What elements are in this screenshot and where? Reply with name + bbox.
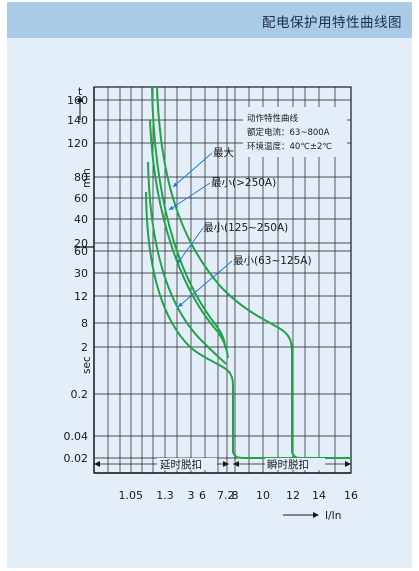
- y-unit-min: min: [81, 168, 93, 188]
- y-tick-label: 0.02: [64, 452, 89, 465]
- y-tick-label: 80: [74, 171, 88, 184]
- y-tick-label: 0.2: [71, 388, 89, 401]
- info-box: [243, 107, 347, 157]
- y-arrow-head: [77, 96, 83, 102]
- delay-label-bg: [157, 458, 217, 470]
- series-pointers: [168, 152, 233, 308]
- characteristic-curve: [156, 86, 351, 459]
- x-tick-labels: 1.05 1.3 3 6 7.28 10 12 14 16: [119, 489, 359, 502]
- delay-arrow-left: [94, 461, 100, 467]
- y-tick-label: 12: [74, 290, 88, 303]
- zone-label-delay: 延时脱扣: [160, 458, 202, 471]
- instant-arrow-left: [233, 461, 239, 467]
- characteristic-curve: [145, 191, 303, 459]
- y-tick-label: 0.04: [64, 430, 89, 443]
- series-pointer-head: [178, 302, 183, 307]
- series-label-min-125-250: 最小(125~250A): [203, 222, 288, 234]
- x-tick-label: 3: [188, 489, 195, 502]
- series-label-max: 最大: [213, 146, 234, 159]
- series-pointer-line: [172, 152, 213, 188]
- info-line-2: 额定电流：63~800A: [247, 127, 330, 138]
- zone-label-instant: 瞬时脱扣: [267, 458, 309, 471]
- characteristic-curve: [147, 161, 227, 365]
- series-pointer-head: [169, 205, 174, 210]
- y-tick-label: 60: [74, 245, 88, 258]
- x-tick-label: 12: [286, 489, 300, 502]
- series-pointer-line: [176, 227, 204, 265]
- chart-panel: 配电保护用特性曲线图 160 140 120 80 60 40 20 60 30 12 8 2 0.2 0…: [7, 2, 412, 568]
- characteristic-curve: [149, 119, 229, 359]
- x-tick-label: 7.2: [217, 489, 235, 502]
- y-tick-label: 160: [67, 94, 88, 107]
- x-tick-label: 1.05: [119, 489, 144, 502]
- series-pointer-line: [168, 182, 211, 211]
- instant-arrow-right: [345, 461, 351, 467]
- y-tick-label: 120: [67, 137, 88, 150]
- x-tick-label: 16: [344, 489, 358, 502]
- header-bar: 配电保护用特性曲线图: [7, 2, 412, 38]
- x-tick-label: 6: [199, 489, 206, 502]
- series-pointer-line: [177, 260, 233, 308]
- y-tick-label: 2: [81, 341, 88, 354]
- instant-label-bg: [265, 458, 325, 470]
- y-tick-label: 140: [67, 114, 88, 127]
- y-unit-t: t: [78, 86, 82, 98]
- series-label-min-63-125: 最小(63~125A): [233, 255, 312, 267]
- y-tick-label: 30: [74, 267, 88, 280]
- x-unit: I/In: [325, 510, 341, 522]
- y-tick-label: 40: [74, 213, 88, 226]
- x-tick-label: 10: [256, 489, 270, 502]
- series-pointer-head: [173, 182, 178, 187]
- delay-arrow-right: [223, 461, 229, 467]
- series-pointer-head: [177, 259, 182, 264]
- x-tick-label: 1.3: [156, 489, 174, 502]
- characteristic-curve: [151, 86, 226, 349]
- info-line-3: 环境温度：40℃±2℃: [247, 141, 332, 152]
- y-tick-label: 60: [74, 192, 88, 205]
- curves: [145, 86, 351, 459]
- page-title: 配电保护用特性曲线图: [262, 15, 402, 31]
- y-tick-label: 8: [81, 317, 88, 330]
- series-label-min-250: 最小(>250A): [211, 177, 276, 189]
- y-unit-sec: sec: [81, 356, 93, 374]
- y-tick-label: 20: [74, 237, 88, 250]
- x-tick-label: 8: [232, 489, 239, 502]
- info-line-1: 动作特性曲线: [247, 113, 299, 124]
- x-arrow-head: [313, 512, 319, 518]
- x-tick-label: 14: [312, 489, 326, 502]
